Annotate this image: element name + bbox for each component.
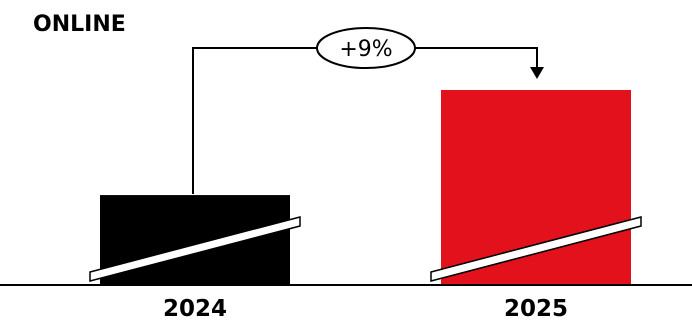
bars-group	[89, 90, 642, 285]
tick-label-2025: 2025	[504, 296, 568, 320]
chart-title: ONLINE	[33, 12, 126, 37]
arrow-down-icon	[530, 67, 544, 79]
axis-break-2025	[430, 216, 642, 282]
growth-connector-left	[192, 47, 318, 194]
growth-label: +9%	[339, 37, 392, 62]
tick-label-2024: 2024	[163, 296, 227, 320]
growth-badge	[316, 27, 416, 69]
bar-2025	[441, 90, 631, 285]
category-ticks: 2024 2025	[163, 296, 568, 320]
axis-break-2024	[89, 216, 301, 282]
growth-connector-right	[414, 47, 538, 68]
